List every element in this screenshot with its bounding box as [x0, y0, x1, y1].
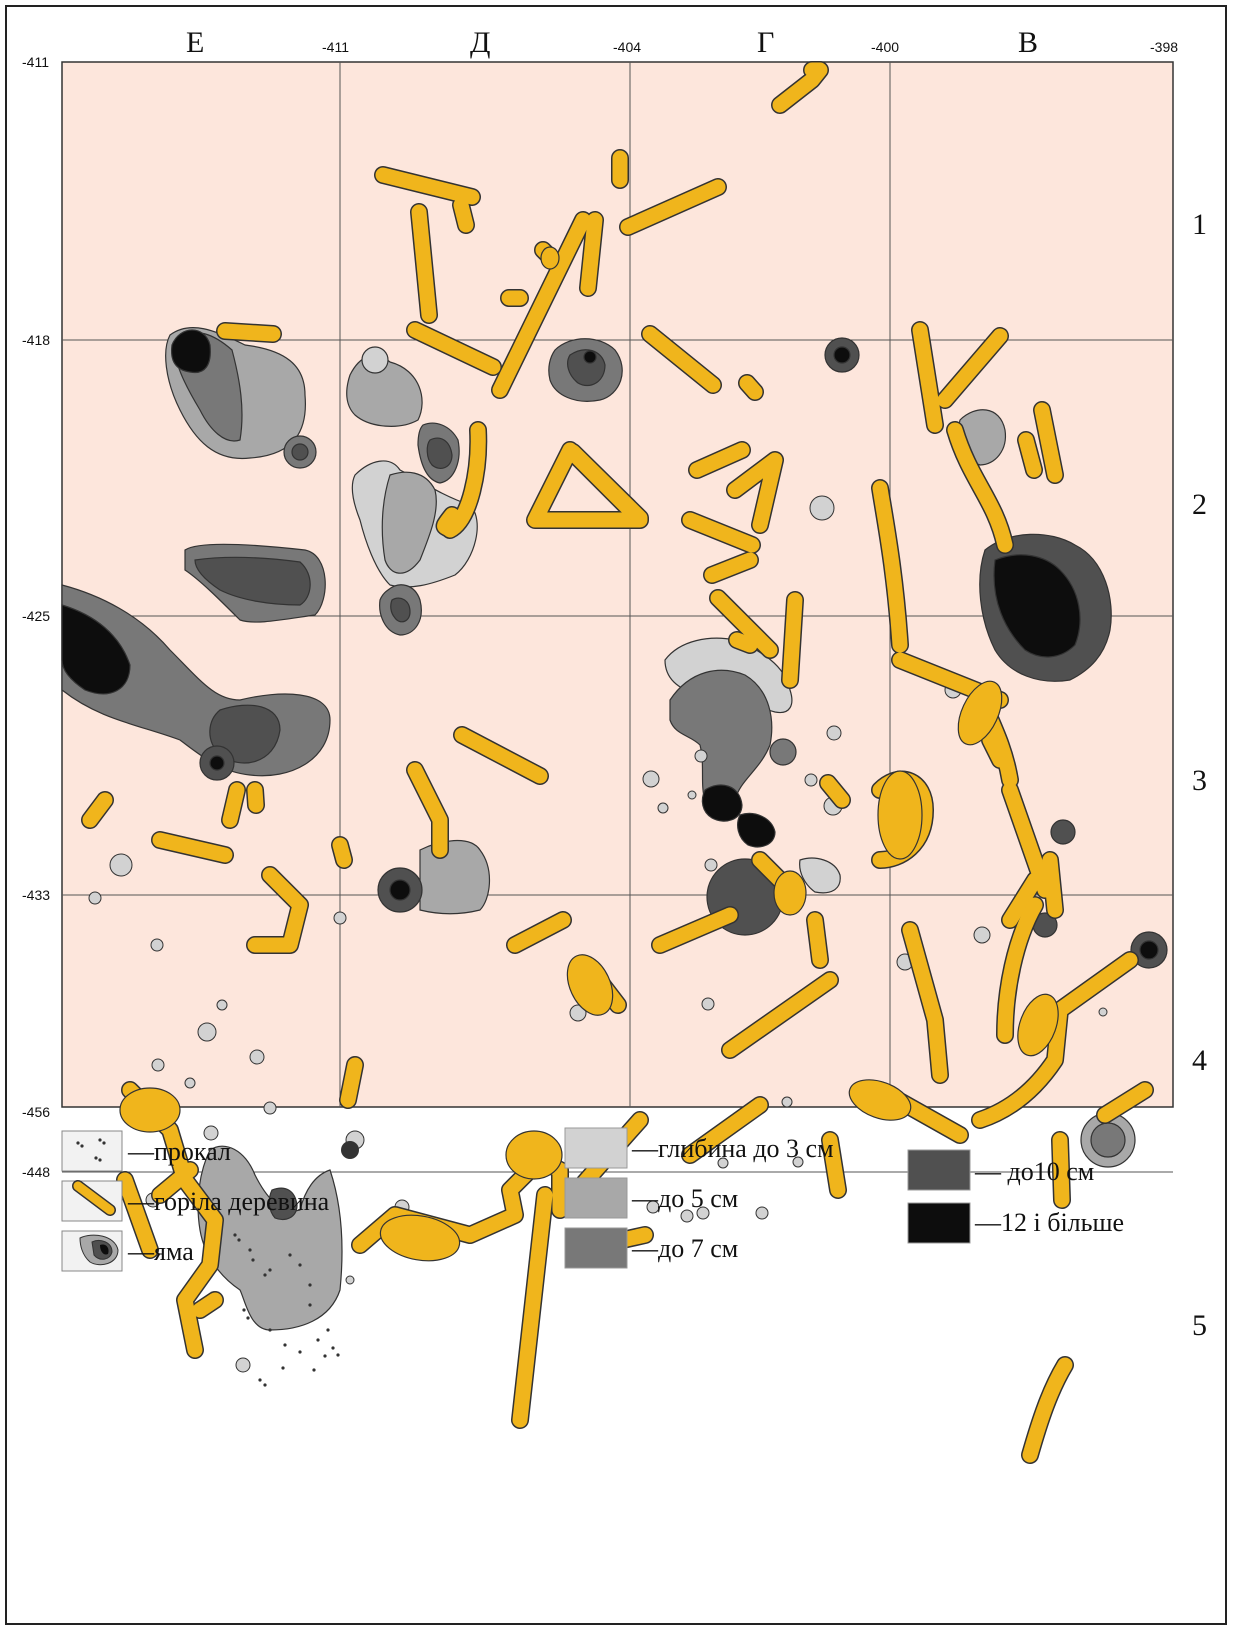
row-number-2: 2 [1192, 488, 1207, 521]
depth-10-swatch [907, 1149, 971, 1191]
depth-7-swatch [564, 1227, 628, 1269]
column-letter-e: Е [186, 26, 204, 59]
pit-shape [1139, 940, 1159, 960]
column-letter-v: В [1018, 26, 1038, 59]
pit-shape [737, 812, 776, 848]
pit-shape [583, 350, 597, 364]
left-coord: -418 [22, 332, 50, 348]
legend-label: —прокал [127, 1137, 231, 1166]
pit-shape [389, 879, 411, 901]
top-coord: -411 [322, 39, 349, 55]
top-coord: -400 [871, 39, 899, 55]
left-coord: -448 [22, 1164, 50, 1180]
depth-12-swatch [907, 1202, 971, 1244]
legend-label: —горіла деревина [127, 1187, 330, 1216]
depression-shape [194, 556, 311, 606]
pit-shape [209, 755, 225, 771]
depression-shape [361, 346, 389, 374]
row-number-3: 3 [1192, 764, 1207, 797]
pit-shape [390, 597, 411, 623]
legend-label: —яма [127, 1237, 194, 1266]
left-coord: -433 [22, 887, 50, 903]
depression-shape [419, 839, 491, 915]
depression-shape [209, 704, 281, 764]
pit-shape [426, 437, 453, 469]
pit-shape [833, 346, 851, 364]
left-coord: -411 [22, 54, 49, 70]
pit-shape [1050, 819, 1076, 845]
depth-3-swatch [564, 1127, 628, 1169]
top-coord: -404 [613, 39, 641, 55]
burnt-wood [81, 61, 1154, 1464]
legend-label: —до 5 см [631, 1184, 738, 1213]
legend-label: —до 7 см [631, 1234, 738, 1263]
legend-label: — до10 см [974, 1157, 1094, 1186]
row-number-1: 1 [1192, 208, 1207, 241]
calcined-soil-dots [233, 1233, 340, 1387]
pit-shape [61, 604, 131, 695]
depression-shape [381, 471, 437, 574]
pit-shape [170, 329, 211, 374]
calcined-soil-icon [61, 1130, 123, 1172]
left-coord: -425 [22, 608, 50, 624]
pit-shape [268, 1187, 298, 1221]
left-coord: -456 [22, 1104, 50, 1120]
column-letter-g: Г [757, 26, 774, 59]
legend: —прокал —горіла деревина —яма —глибина д… [61, 1127, 1124, 1272]
pit-shape [701, 784, 743, 822]
pit-shape [291, 443, 309, 461]
column-letter-d: Д [470, 26, 490, 59]
depression-shape [799, 857, 841, 894]
depression-shape [769, 738, 797, 766]
pit-shape [1090, 1122, 1126, 1158]
depression-shape [993, 554, 1081, 658]
legend-label: —глибина до 3 см [631, 1134, 834, 1163]
row-number-5: 5 [1192, 1309, 1207, 1342]
depth-5-swatch [564, 1177, 628, 1219]
top-coord: -398 [1150, 39, 1178, 55]
row-number-4: 4 [1192, 1044, 1207, 1077]
legend-label: —12 і більше [974, 1208, 1124, 1237]
